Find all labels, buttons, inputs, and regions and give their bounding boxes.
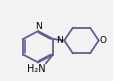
Text: N: N bbox=[56, 36, 63, 45]
Text: N: N bbox=[34, 22, 41, 31]
Text: O: O bbox=[99, 36, 106, 45]
Text: H₂N: H₂N bbox=[26, 64, 45, 74]
